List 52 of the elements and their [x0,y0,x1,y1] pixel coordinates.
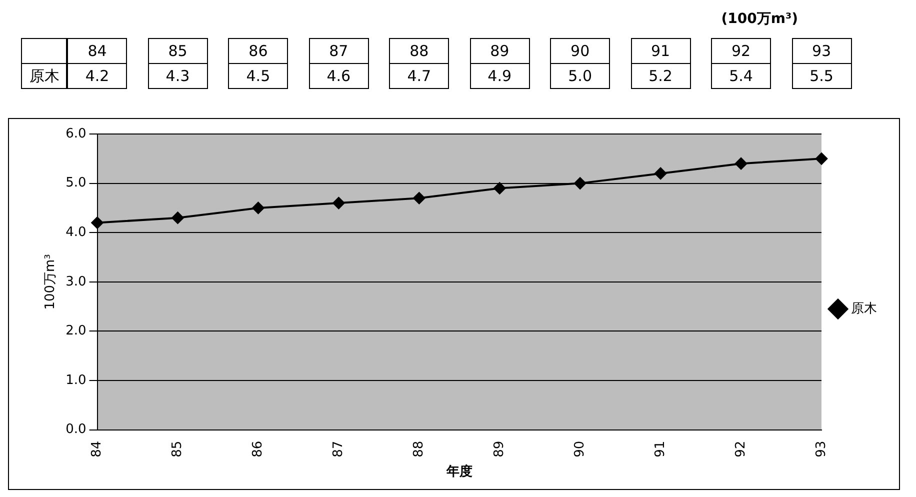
y-axis-title: 100万m³ [43,254,58,310]
y-tick-label: 4.0 [66,224,86,240]
x-tick-label: 87 [331,440,346,458]
y-tick-label: 2.0 [66,324,86,339]
x-axis-title: 年度 [445,464,472,480]
point [91,216,104,229]
y-tick-label: 0.0 [66,422,86,438]
category-label: 89 [490,42,510,60]
x-tick-label: 93 [814,440,829,458]
y-tick-label: 5.0 [66,176,86,191]
x-tick-label: 91 [652,440,668,458]
point [816,152,828,165]
data-label: 4.7 [389,63,450,89]
y-tick-label: 3.0 [66,274,86,290]
point [735,158,748,170]
category-label: 91 [651,42,670,60]
data-label: 4.2 [67,63,128,89]
x-tick-label: 88 [412,440,427,458]
category-label: 88 [410,42,429,60]
x-tick-label: 86 [250,440,266,458]
x-tick-label: 89 [492,440,507,458]
category-label: 93 [812,42,832,60]
text: (100万m³) [721,11,798,27]
legend-label: 原木 [851,301,877,316]
category-label: 90 [570,42,590,60]
data-label: 5.2 [630,63,691,89]
data-label: 5.4 [711,63,772,89]
x-tick-label: 90 [572,440,588,458]
point [332,197,345,210]
point [494,182,506,194]
x-tick-label: 85 [170,440,186,458]
data-label: 4.6 [308,63,369,89]
data-label: 4.9 [470,63,530,89]
point [252,202,264,214]
point [574,177,586,190]
x-tick-label: 84 [90,440,105,458]
category-label: 84 [88,42,107,60]
category-label: 86 [248,42,268,60]
category-label: 87 [329,42,348,60]
x-tick-label: 92 [733,440,748,458]
point [413,192,426,204]
data-label: 4.3 [148,63,208,89]
data-label: 4.5 [228,63,288,89]
data-label: 5.5 [792,63,852,89]
point [654,167,667,180]
category-label: 92 [731,42,751,60]
point [172,212,184,224]
y-tick-label: 6.0 [66,126,86,142]
data-label: 5.0 [550,63,610,89]
text: 原木 [29,67,60,85]
category-label: 85 [168,42,188,60]
y-tick-label: 1.0 [66,372,86,388]
